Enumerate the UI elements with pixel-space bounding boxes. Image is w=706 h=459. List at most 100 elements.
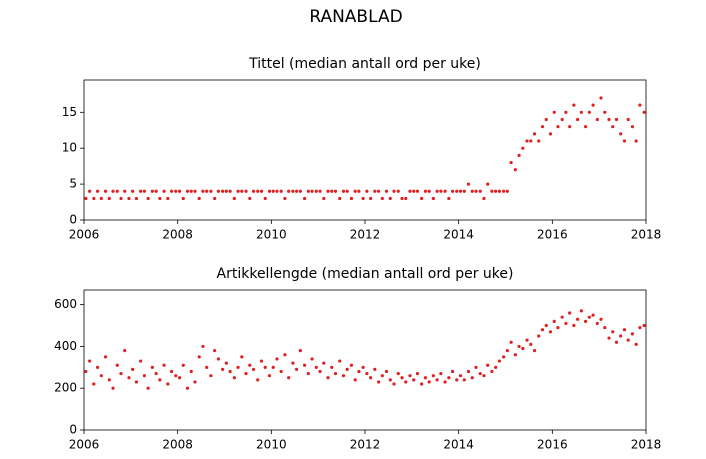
point (380, 374, 384, 378)
point (166, 196, 170, 201)
point (240, 355, 244, 359)
point (490, 369, 494, 374)
x-tick-label: 2014 (443, 438, 474, 452)
point (568, 311, 572, 315)
point (595, 321, 599, 326)
point (400, 196, 404, 201)
point (478, 189, 482, 193)
point (221, 189, 225, 193)
point (556, 326, 560, 330)
point (564, 321, 568, 326)
point (384, 369, 389, 374)
point (420, 382, 424, 386)
point (306, 371, 310, 376)
point (404, 196, 408, 201)
point (209, 374, 213, 378)
point (283, 353, 287, 357)
point (189, 369, 193, 374)
point (502, 355, 506, 359)
point (599, 96, 603, 100)
point (228, 189, 232, 193)
point (634, 342, 638, 346)
point (330, 365, 334, 369)
point (150, 365, 154, 369)
point (84, 196, 88, 201)
point (221, 367, 225, 372)
point (583, 125, 588, 129)
point (92, 382, 96, 386)
point (509, 160, 513, 165)
point (131, 189, 135, 193)
point (482, 196, 486, 201)
point (314, 365, 318, 369)
point (251, 189, 256, 193)
axes-title: Artikkellengde (median antall ord per uk… (217, 266, 514, 282)
point (357, 189, 361, 193)
point (158, 196, 162, 201)
point (193, 380, 197, 384)
point (169, 369, 174, 374)
point (486, 363, 490, 367)
y-tick-label: 200 (54, 381, 77, 395)
point (95, 189, 100, 193)
axes-title: Tittel (median antall ord per uke) (248, 56, 481, 72)
point (622, 139, 627, 143)
point (548, 132, 553, 136)
point (591, 313, 595, 317)
point (271, 189, 275, 193)
point (513, 168, 517, 172)
point (540, 125, 545, 129)
x-tick-label: 2006 (69, 438, 100, 452)
point (450, 189, 455, 193)
point (256, 189, 260, 193)
point (450, 369, 455, 374)
x-tick-label: 2014 (443, 228, 474, 242)
point (369, 376, 373, 380)
point (552, 110, 556, 114)
point (532, 132, 537, 136)
point (310, 357, 314, 361)
point (302, 363, 307, 367)
point (275, 189, 279, 193)
point (525, 338, 529, 342)
point (115, 363, 119, 367)
point (443, 189, 447, 193)
x-tick-label: 2010 (256, 228, 287, 242)
point (517, 344, 521, 349)
point (111, 189, 115, 193)
point (146, 386, 150, 390)
point (166, 382, 170, 386)
point (521, 146, 525, 150)
point (341, 374, 346, 378)
point (115, 189, 119, 193)
point (283, 196, 287, 201)
point (209, 189, 213, 193)
point (256, 378, 260, 382)
point (107, 196, 111, 201)
point (213, 196, 217, 201)
point (111, 386, 115, 390)
point (611, 330, 615, 334)
point (521, 346, 525, 351)
point (365, 371, 369, 376)
point (322, 196, 326, 201)
point (131, 367, 135, 372)
point (579, 309, 583, 313)
point (295, 367, 299, 372)
point (423, 189, 428, 193)
point (611, 125, 615, 129)
point (154, 371, 158, 376)
point (84, 369, 88, 374)
point (224, 361, 228, 365)
point (458, 189, 463, 193)
point (435, 378, 439, 382)
point (396, 189, 400, 193)
point (587, 110, 591, 114)
point (638, 326, 642, 330)
point (353, 378, 357, 382)
point (279, 189, 283, 193)
point (384, 189, 389, 193)
point (455, 378, 459, 382)
y-tick-label: 10 (62, 141, 77, 155)
point (267, 189, 272, 193)
